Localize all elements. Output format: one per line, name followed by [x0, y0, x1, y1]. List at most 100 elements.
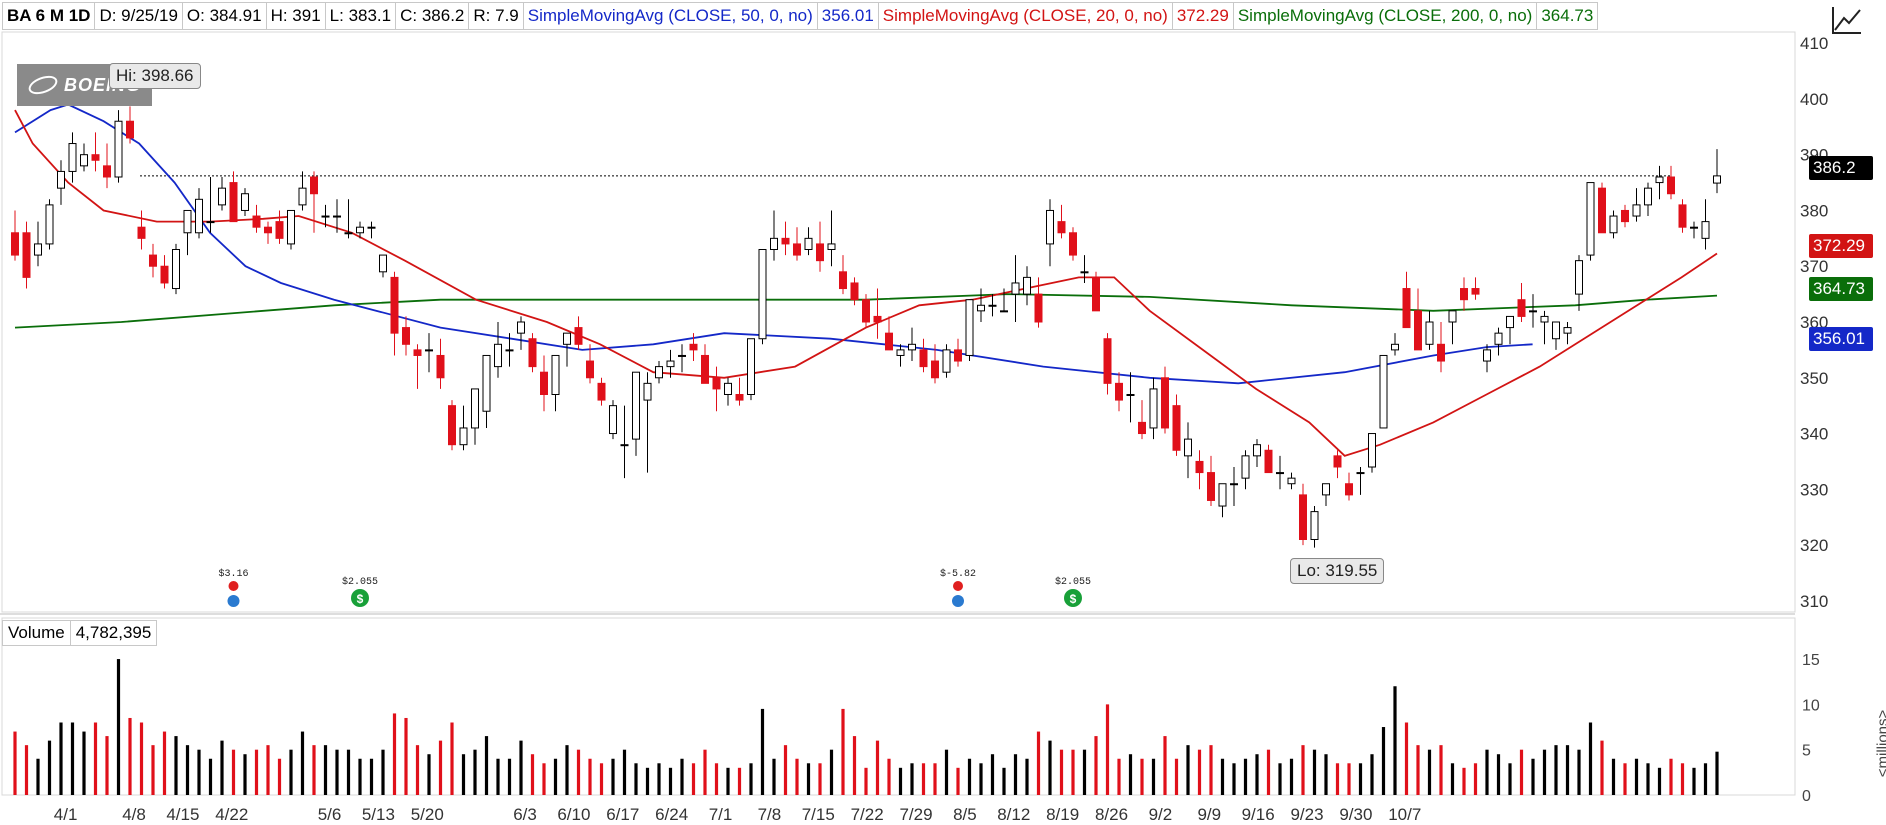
volume-bar: [990, 754, 995, 795]
volume-bar: [1669, 758, 1673, 795]
date-axis-tick: 8/26: [1095, 805, 1128, 824]
volume-axis-tick: 10: [1802, 697, 1820, 714]
volume-bar: [599, 763, 604, 795]
volume-bar: [208, 758, 213, 795]
volume-bar: [944, 749, 949, 795]
volume-bar: [1025, 758, 1029, 795]
volume-bar: [312, 745, 316, 795]
candle-body: [137, 226, 146, 239]
candle-body: [1207, 472, 1215, 501]
volume-bar: [841, 708, 845, 795]
candle-body: [1092, 276, 1100, 312]
candle-body: [183, 209, 192, 234]
candle-body: [1563, 327, 1572, 334]
volume-bar: [542, 763, 546, 795]
volume-bar: [185, 745, 190, 795]
volume-title[interactable]: Volume: [2, 620, 71, 646]
volume-bar: [1611, 758, 1616, 795]
volume-bar: [898, 767, 903, 795]
volume-bar: [1048, 740, 1052, 795]
dividend-icon: [351, 589, 369, 607]
volume-bar: [24, 745, 29, 795]
volume-bar: [369, 758, 374, 795]
candle-body: [1368, 433, 1376, 468]
price-axis-tick: 320: [1800, 536, 1828, 555]
candle-body: [160, 265, 169, 284]
volume-bar: [82, 731, 86, 795]
volume-bar: [1692, 767, 1696, 795]
candle-body: [459, 427, 468, 446]
open-label: O: 384.91: [182, 2, 267, 30]
volume-bar: [818, 763, 822, 795]
volume-bar: [1220, 758, 1225, 795]
candle-body: [1690, 226, 1698, 229]
date-axis-tick: 7/1: [709, 805, 733, 824]
volume-bar: [358, 758, 362, 795]
date-axis-tick: 9/16: [1242, 805, 1275, 824]
candle-body: [873, 315, 882, 323]
candle-body: [425, 349, 433, 352]
volume-bar: [519, 740, 523, 795]
candle-body: [91, 154, 100, 161]
sma50-price-tag: 356.01: [1809, 327, 1873, 351]
candle-body: [1575, 260, 1583, 295]
sma20-line: [14, 109, 1718, 457]
date-axis-tick: 5/13: [362, 805, 395, 824]
candle-body: [678, 354, 686, 357]
volume-bar: [1508, 763, 1512, 795]
candle-body: [275, 221, 284, 239]
volume-bar: [1577, 749, 1581, 795]
volume-bar: [1427, 749, 1432, 795]
candle-body: [1011, 282, 1020, 295]
candle-body: [379, 254, 387, 273]
drawing-tool-icon[interactable]: [1830, 4, 1864, 36]
candle-body: [517, 321, 525, 334]
sma200-price-tag: 364.73: [1809, 277, 1873, 301]
volume-bar: [47, 740, 52, 795]
volume-bar: [1312, 749, 1317, 795]
candle-body: [471, 388, 479, 429]
candle-body: [666, 360, 675, 368]
candle-body: [1701, 221, 1710, 239]
candle-body: [689, 343, 698, 351]
candle-body: [103, 165, 111, 178]
candle-body: [712, 377, 721, 390]
volume-bar: [1128, 754, 1133, 795]
candle-body: [241, 193, 249, 211]
candle-body: [298, 187, 307, 206]
candle-body: [988, 304, 997, 307]
volume-bar: [1151, 758, 1156, 795]
event-label: $-5.82: [940, 568, 976, 580]
candle-body: [413, 349, 422, 356]
volume-bar: [1002, 767, 1006, 795]
volume-bar: [1232, 763, 1236, 795]
volume-bar: [657, 763, 661, 795]
volume-bar: [553, 758, 558, 795]
close-label: C: 386.2: [396, 2, 470, 30]
volume-bar: [1496, 754, 1501, 795]
volume-bar: [1680, 763, 1685, 795]
sma200-study-label[interactable]: SimpleMovingAvg (CLOSE, 200, 0, no): [1233, 2, 1538, 30]
candle-body: [1195, 460, 1204, 474]
candle-body: [1356, 472, 1365, 475]
candle-body: [1138, 421, 1146, 435]
volume-bar: [864, 767, 868, 795]
volume-bar: [1370, 754, 1374, 795]
sma20-study-label[interactable]: SimpleMovingAvg (CLOSE, 20, 0, no): [878, 2, 1173, 30]
volume-bar: [1542, 749, 1547, 795]
symbol-label[interactable]: BA 6 M 1D: [2, 2, 96, 30]
volume-bar: [875, 740, 880, 795]
sma50-study-label[interactable]: SimpleMovingAvg (CLOSE, 50, 0, no): [523, 2, 818, 30]
price-axis-tick: 350: [1800, 369, 1828, 388]
event-label: $2.055: [342, 576, 378, 588]
price-axis-tick: 370: [1800, 257, 1828, 276]
candle-body: [747, 338, 755, 396]
candle-body: [1057, 221, 1066, 234]
volume-bar: [473, 749, 477, 795]
candle-body: [68, 143, 77, 172]
candle-body: [1460, 288, 1468, 301]
candle-body: [735, 394, 744, 401]
candle-body: [609, 405, 617, 435]
volume-bar: [760, 708, 765, 795]
